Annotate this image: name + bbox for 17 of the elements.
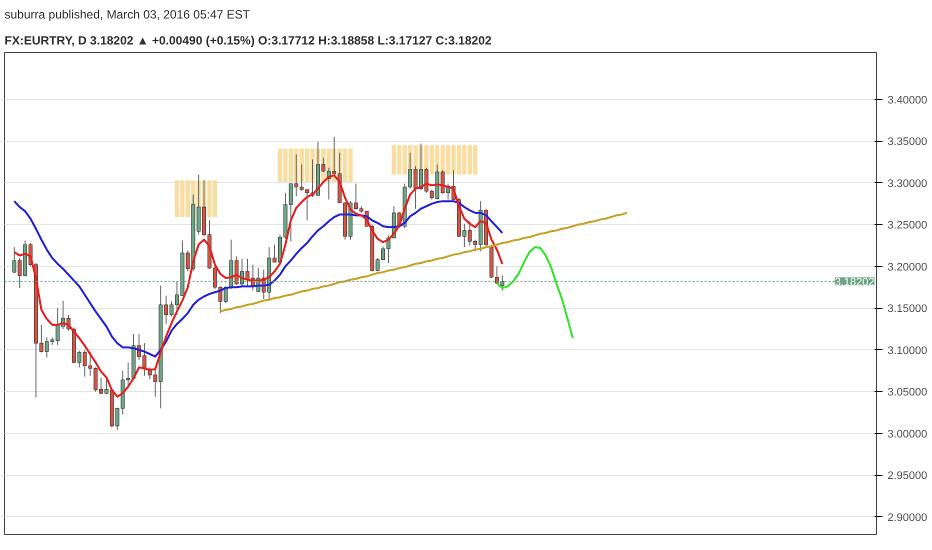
line-series [13,200,504,358]
y-tick-label: 3.25000 [888,220,928,232]
y-tick-label: 3.20000 [888,261,928,274]
ref-line-label: 3.18202 [834,276,875,288]
chart-subtitle: suburra published, March 03, 2016 05:47 EST [4,8,251,22]
chart-title: FX:EURTRY, D 3.18202 ▲ +0.00490 (+0.15%) O:3.17712 H:3.18858 L:3.17127 C:3.18202 [4,34,492,48]
y-tick-label: 3.05000 [888,386,928,399]
y-tick-label: 3.00000 [888,428,928,440]
y-tick-label: 3.35000 [888,136,928,148]
y-tick-label: 3.40000 [888,94,928,106]
y-tick-label: 3.30000 [888,178,928,190]
y-tick-label: 2.95000 [888,470,928,482]
y-tick-label: 3.10000 [888,344,928,357]
y-tick-label: 3.15000 [888,303,928,316]
y-tick-label: 2.90000 [888,512,928,524]
line-series [219,212,628,312]
line-series [496,246,574,340]
